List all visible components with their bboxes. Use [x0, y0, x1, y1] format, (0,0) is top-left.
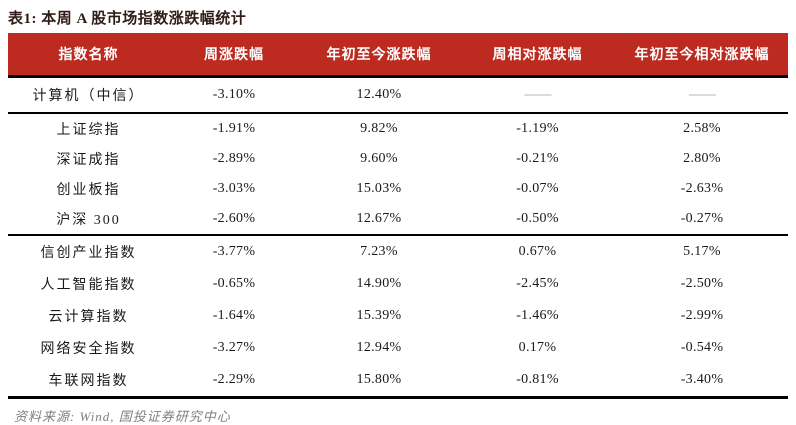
index-name-cell: 创业板指	[56, 183, 121, 198]
value-cell: -2.63%	[680, 181, 724, 196]
value-cell: 15.39%	[356, 308, 402, 323]
table-row: 信创产业指数 -3.77% 7.23% 0.67% 5.17%	[8, 235, 788, 268]
value-cell: ——	[689, 87, 716, 102]
value-cell: -3.77%	[212, 244, 256, 259]
table-group-1: 计算机（中信） -3.10% 12.40% —— ——	[8, 77, 788, 114]
value-cell: -0.65%	[212, 276, 256, 291]
table-row: 深证成指 -2.89% 9.60% -0.21% 2.80%	[8, 144, 788, 174]
value-cell: 2.58%	[683, 121, 721, 136]
value-cell: -0.27%	[680, 211, 724, 226]
value-cell: 2.80%	[683, 151, 721, 166]
table-row: 云计算指数 -1.64% 15.39% -1.46% -2.99%	[8, 300, 788, 332]
value-cell: -2.45%	[516, 276, 559, 291]
index-name-cell: 网络安全指数	[40, 342, 137, 357]
value-cell: -1.19%	[516, 121, 559, 136]
value-cell: 15.80%	[356, 372, 402, 387]
value-cell: 12.40%	[356, 87, 402, 102]
table-title: 表1: 本周 A 股市场指数涨跌幅统计	[8, 11, 247, 27]
value-cell: -1.46%	[516, 308, 559, 323]
index-name-cell: 信创产业指数	[40, 246, 137, 261]
column-header-ytd-change: 年初至今涨跌幅	[326, 48, 432, 63]
value-cell: 7.23%	[360, 244, 398, 259]
table-header: 指数名称 周涨跌幅 年初至今涨跌幅 周相对涨跌幅 年初至今相对涨跌幅	[8, 33, 788, 77]
value-cell: -2.89%	[212, 151, 256, 166]
index-performance-table: 指数名称 周涨跌幅 年初至今涨跌幅 周相对涨跌幅 年初至今相对涨跌幅 计算机（中…	[8, 33, 788, 399]
index-name-cell: 上证综指	[56, 123, 121, 138]
table-header-row: 指数名称 周涨跌幅 年初至今涨跌幅 周相对涨跌幅 年初至今相对涨跌幅	[8, 33, 788, 77]
value-cell: -3.40%	[680, 372, 724, 387]
index-name-cell: 沪深 300	[56, 213, 121, 228]
table-row: 人工智能指数 -0.65% 14.90% -2.45% -2.50%	[8, 268, 788, 300]
table-group-3: 信创产业指数 -3.77% 7.23% 0.67% 5.17% 人工智能指数 -0.65% 1…	[8, 235, 788, 398]
table-row: 创业板指 -3.03% 15.03% -0.07% -2.63%	[8, 174, 788, 204]
value-cell: -0.07%	[516, 181, 559, 196]
table-row: 网络安全指数 -3.27% 12.94% 0.17% -0.54%	[8, 332, 788, 364]
value-cell: -3.27%	[212, 340, 256, 355]
value-cell: 12.94%	[356, 340, 402, 355]
value-cell: -0.81%	[516, 372, 559, 387]
value-cell: 14.90%	[356, 276, 402, 291]
value-cell: 12.67%	[356, 211, 402, 226]
index-name-cell: 深证成指	[56, 153, 121, 168]
value-cell: 9.60%	[360, 151, 398, 166]
value-cell: -3.03%	[212, 181, 256, 196]
column-header-ytd-relative-change: 年初至今相对涨跌幅	[634, 48, 770, 63]
value-cell: -1.64%	[212, 308, 256, 323]
column-header-weekly-change: 周涨跌幅	[204, 48, 264, 63]
table-row: 沪深 300 -2.60% 12.67% -0.50% -0.27%	[8, 204, 788, 235]
index-name-cell: 车联网指数	[48, 374, 129, 389]
index-name-cell: 人工智能指数	[40, 278, 137, 293]
value-cell: ——	[524, 87, 552, 102]
value-cell: -2.60%	[212, 211, 256, 226]
value-cell: 9.82%	[360, 121, 398, 136]
table-row: 上证综指 -1.91% 9.82% -1.19% 2.58%	[8, 113, 788, 144]
value-cell: -2.29%	[212, 372, 256, 387]
column-header-index-name: 指数名称	[58, 48, 119, 63]
index-name-cell: 计算机（中信）	[32, 89, 145, 104]
table-group-2: 上证综指 -1.91% 9.82% -1.19% 2.58% 深证成指 -2.89% 9.60…	[8, 113, 788, 235]
value-cell: 0.17%	[518, 340, 557, 355]
value-cell: -1.91%	[212, 121, 256, 136]
source-note: 资料来源: Wind, 国投证券研究中心	[14, 409, 231, 424]
value-cell: -0.50%	[516, 211, 559, 226]
value-cell: -3.10%	[212, 87, 256, 102]
table-row: 车联网指数 -2.29% 15.80% -0.81% -3.40%	[8, 364, 788, 398]
index-name-cell: 云计算指数	[48, 310, 129, 325]
value-cell: 5.17%	[683, 244, 721, 259]
value-cell: 15.03%	[356, 181, 402, 196]
value-cell: -2.50%	[680, 276, 724, 291]
value-cell: -2.99%	[680, 308, 724, 323]
value-cell: -0.54%	[680, 340, 724, 355]
table-row: 计算机（中信） -3.10% 12.40% —— ——	[8, 77, 788, 114]
column-header-weekly-relative-change: 周相对涨跌幅	[492, 48, 583, 63]
value-cell: 0.67%	[518, 244, 557, 259]
value-cell: -0.21%	[516, 151, 559, 166]
